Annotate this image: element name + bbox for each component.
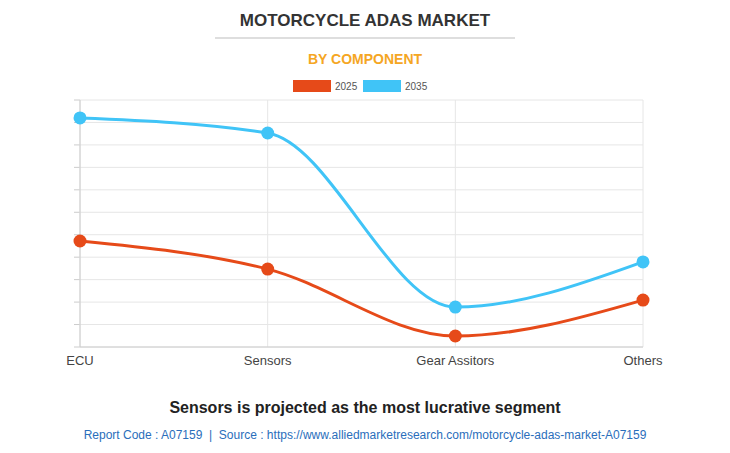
- y-tick: [74, 189, 80, 190]
- plot-area: [74, 111, 650, 342]
- grid-line: [80, 347, 643, 348]
- caption: Sensors is projected as the most lucrati…: [169, 399, 561, 416]
- grid-line: [80, 212, 643, 213]
- grid-line: [80, 234, 643, 235]
- grid-line: [80, 279, 643, 280]
- x-axis: [80, 347, 643, 348]
- point: [261, 127, 274, 140]
- grid-line: [80, 189, 643, 190]
- subtitle: BY COMPONENT: [308, 51, 423, 67]
- legend-item: 2025: [293, 80, 358, 92]
- point: [637, 294, 650, 307]
- grid-line-x: [643, 100, 644, 347]
- x-tick-label: Gear Assitors: [416, 353, 495, 368]
- x-tick-label: Others: [623, 353, 663, 368]
- title: MOTORCYCLE ADAS MARKET: [240, 11, 491, 30]
- legend-swatch: [293, 80, 331, 92]
- y-axis: [80, 100, 81, 347]
- grid: [74, 100, 643, 347]
- y-tick: [74, 302, 80, 303]
- y-tick: [74, 257, 80, 258]
- point: [74, 111, 87, 124]
- point: [449, 329, 462, 342]
- grid-line: [80, 302, 643, 303]
- series-line: [80, 118, 643, 307]
- grid-line: [80, 144, 643, 145]
- legend-item: 2035: [363, 80, 428, 92]
- y-tick: [74, 324, 80, 325]
- grid-line: [80, 257, 643, 258]
- x-tick-label: Sensors: [244, 353, 292, 368]
- y-tick: [74, 167, 80, 168]
- source: Report Code : A07159 | Source : https://…: [84, 428, 647, 442]
- title-rule: [215, 38, 515, 39]
- legend-label: 2035: [405, 81, 428, 92]
- grid-line-x: [80, 100, 81, 347]
- y-tick: [74, 100, 80, 101]
- x-tick-label: ECU: [66, 353, 93, 368]
- grid-line: [80, 167, 643, 168]
- legend-label: 2025: [335, 81, 358, 92]
- grid-line: [80, 100, 643, 101]
- point: [449, 301, 462, 314]
- series-line: [80, 241, 643, 336]
- y-tick: [74, 279, 80, 280]
- y-tick: [74, 144, 80, 145]
- y-tick: [74, 347, 80, 348]
- y-tick: [74, 212, 80, 213]
- point: [637, 255, 650, 268]
- legend-swatch: [363, 80, 401, 92]
- point: [74, 235, 87, 248]
- point: [261, 263, 274, 276]
- chart: MOTORCYCLE ADAS MARKET BY COMPONENT 2025 20…: [0, 0, 730, 453]
